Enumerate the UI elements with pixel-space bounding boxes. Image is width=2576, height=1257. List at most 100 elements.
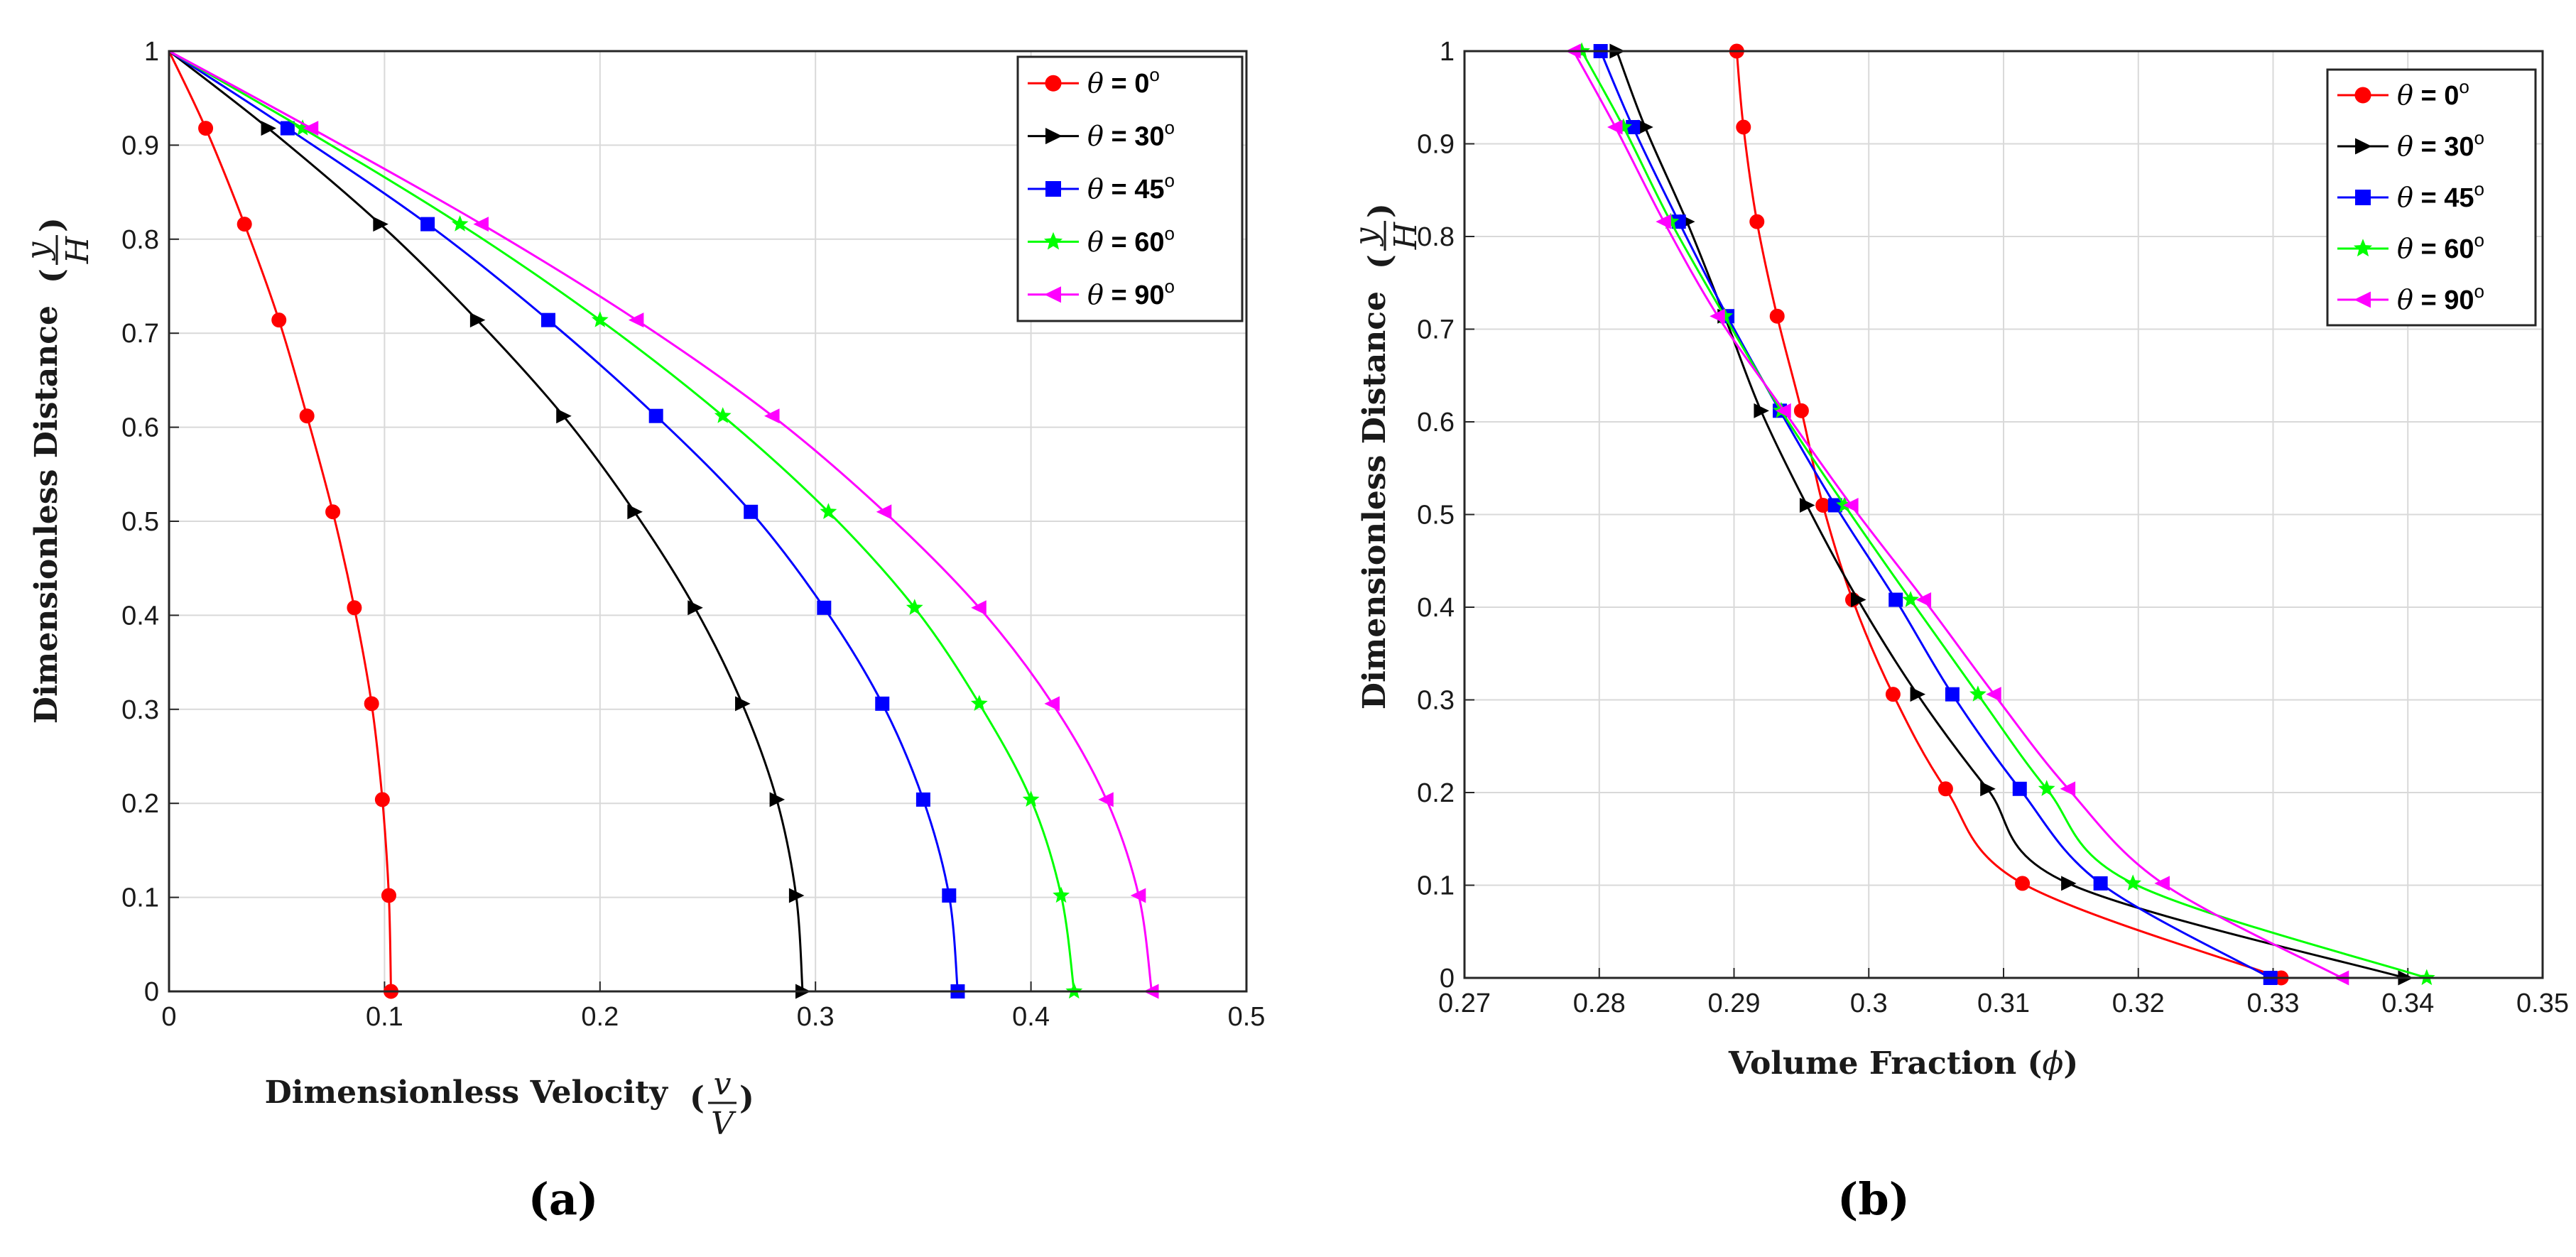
y-tick-label: 0.1 (121, 883, 159, 913)
marker-triangle-right (769, 792, 786, 807)
legend-label: θ = 30o (2397, 127, 2484, 162)
series-3 (168, 50, 965, 998)
x-tick-label: 0.33 (2247, 989, 2300, 1018)
series-3 (1593, 44, 2278, 985)
legend-label: θ = 60o (1087, 222, 1175, 257)
marker-triangle-left (764, 408, 780, 424)
y-tick-label: 0.5 (1417, 501, 1455, 530)
y-tick-label: 0.4 (1417, 593, 1455, 623)
legend-entry: θ = 60o (1028, 222, 1175, 257)
series-5 (1565, 43, 2349, 986)
fraction-denominator: V (711, 1106, 737, 1142)
legend-label: θ = 45o (1087, 170, 1175, 205)
y-tick-label: 0.7 (1417, 315, 1455, 345)
marker-triangle-left (1044, 696, 1060, 712)
marker-star (294, 119, 311, 136)
marker-triangle-right (688, 600, 703, 616)
x-tick-label: 0.3 (1850, 989, 1888, 1018)
legend-entry: θ = 90o (1028, 276, 1175, 310)
marker-triangle-left (1776, 403, 1791, 418)
legend-label: θ = 90o (2397, 281, 2484, 315)
marker-triangle-right (261, 121, 277, 136)
marker-star (2124, 874, 2141, 891)
marker-square (1827, 498, 1842, 513)
x-tick-label: 0.2 (581, 1002, 619, 1032)
x-tick-label: 0.5 (1228, 1002, 1266, 1032)
marker-circle (1885, 687, 1901, 702)
marker-circle (347, 600, 362, 616)
marker-circle (271, 312, 287, 328)
marker-triangle-right (556, 408, 572, 424)
marker-star (714, 407, 732, 423)
marker-square (1888, 592, 1903, 607)
marker-triangle-right (1754, 403, 1769, 418)
marker-star (2353, 239, 2373, 257)
marker-circle (1736, 119, 1751, 135)
marker-circle (2354, 87, 2371, 104)
series-2 (168, 50, 811, 999)
plot-frame (1463, 50, 2544, 979)
caption-b: (b) (1837, 1173, 1910, 1225)
marker-square (2355, 190, 2371, 205)
series-5 (168, 50, 1159, 999)
series-4 (168, 50, 1083, 999)
legend-entry: θ = 90o (2337, 281, 2484, 315)
panel-b-chart: 0.27 0.28 0.29 0.3 0.31 0.32 0.33 0.34 0.3500.10… (1348, 37, 2569, 1082)
marker-circle (1769, 308, 1785, 324)
legend-label: θ = 45o (2397, 178, 2484, 213)
x-tick-label: 0.34 (2381, 989, 2434, 1018)
x-tick-label: 0.32 (2112, 989, 2165, 1018)
marker-triangle-right (627, 504, 643, 520)
marker-square (1671, 214, 1686, 229)
marker-triangle-right (1799, 497, 1815, 513)
y-tick-label: 0.3 (1417, 686, 1455, 716)
marker-triangle-left (2060, 781, 2076, 797)
y-tick-label: 0.9 (121, 131, 159, 160)
marker-star (591, 311, 609, 327)
fraction-numerator: v (714, 1066, 732, 1102)
marker-square (2093, 876, 2108, 891)
x-axis-title: Volume Fraction (ϕ) (1728, 1045, 2078, 1082)
y-axis-title: Dimensionless Distance (28, 305, 65, 724)
x-axis-title: Dimensionless Velocity (265, 1074, 669, 1111)
paren-close: ) (739, 1080, 754, 1116)
marker-square (280, 121, 295, 136)
y-tick-label: 0.5 (121, 507, 159, 537)
y-tick-label: 0.8 (121, 225, 159, 255)
marker-square (2012, 781, 2027, 796)
x-axis-label: Dimensionless Velocity (vV) (265, 1066, 754, 1142)
y-axis-title: Dimensionless Distance (1357, 291, 1393, 709)
marker-triangle-right (373, 217, 388, 232)
y-tick-label: 0.2 (1417, 778, 1455, 808)
legend: θ = 0o θ = 30o θ = 45o θ = 60o θ = 90o (2326, 68, 2537, 327)
y-tick-label: 0.6 (121, 413, 159, 443)
marker-star (1053, 886, 1070, 903)
paren-open: ( (1362, 254, 1398, 269)
y-tick-label: 1 (144, 37, 159, 67)
y-tick-label: 0 (1440, 964, 1455, 994)
legend-label: θ = 0o (1087, 64, 1160, 99)
caption-a: (a) (528, 1173, 599, 1225)
paren-close: ) (34, 217, 70, 232)
panel-a-chart: 0 0.1 0.2 0.3 0.4 0.5 0 0.1 0.2 0.3 0.4 0.5 0.6 0.7 0.… (20, 37, 1265, 1142)
marker-star (2038, 780, 2055, 796)
marker-circle (237, 217, 252, 232)
legend-label: θ = 30o (1087, 117, 1175, 152)
marker-triangle-left (876, 504, 892, 520)
marker-square (420, 217, 435, 232)
marker-star (451, 215, 469, 232)
series-line (1572, 50, 2342, 979)
x-axis-label: Volume Fraction (ϕ) (1728, 1045, 2078, 1082)
series-line (1580, 50, 2428, 979)
marker-triangle-right (1851, 592, 1866, 608)
marker-star (1043, 232, 1063, 250)
marker-square (942, 888, 957, 903)
x-tick-label: 0.28 (1573, 989, 1626, 1018)
x-tick-label: 0.1 (366, 1002, 403, 1032)
marker-circle (364, 696, 379, 712)
marker-square (1626, 120, 1641, 135)
marker-triangle-left (1044, 286, 1061, 303)
marker-square (1945, 687, 1960, 702)
marker-triangle-right (2061, 876, 2077, 891)
legend: θ = 0o θ = 30o θ = 45o θ = 60o θ = 90o (1016, 55, 1244, 322)
